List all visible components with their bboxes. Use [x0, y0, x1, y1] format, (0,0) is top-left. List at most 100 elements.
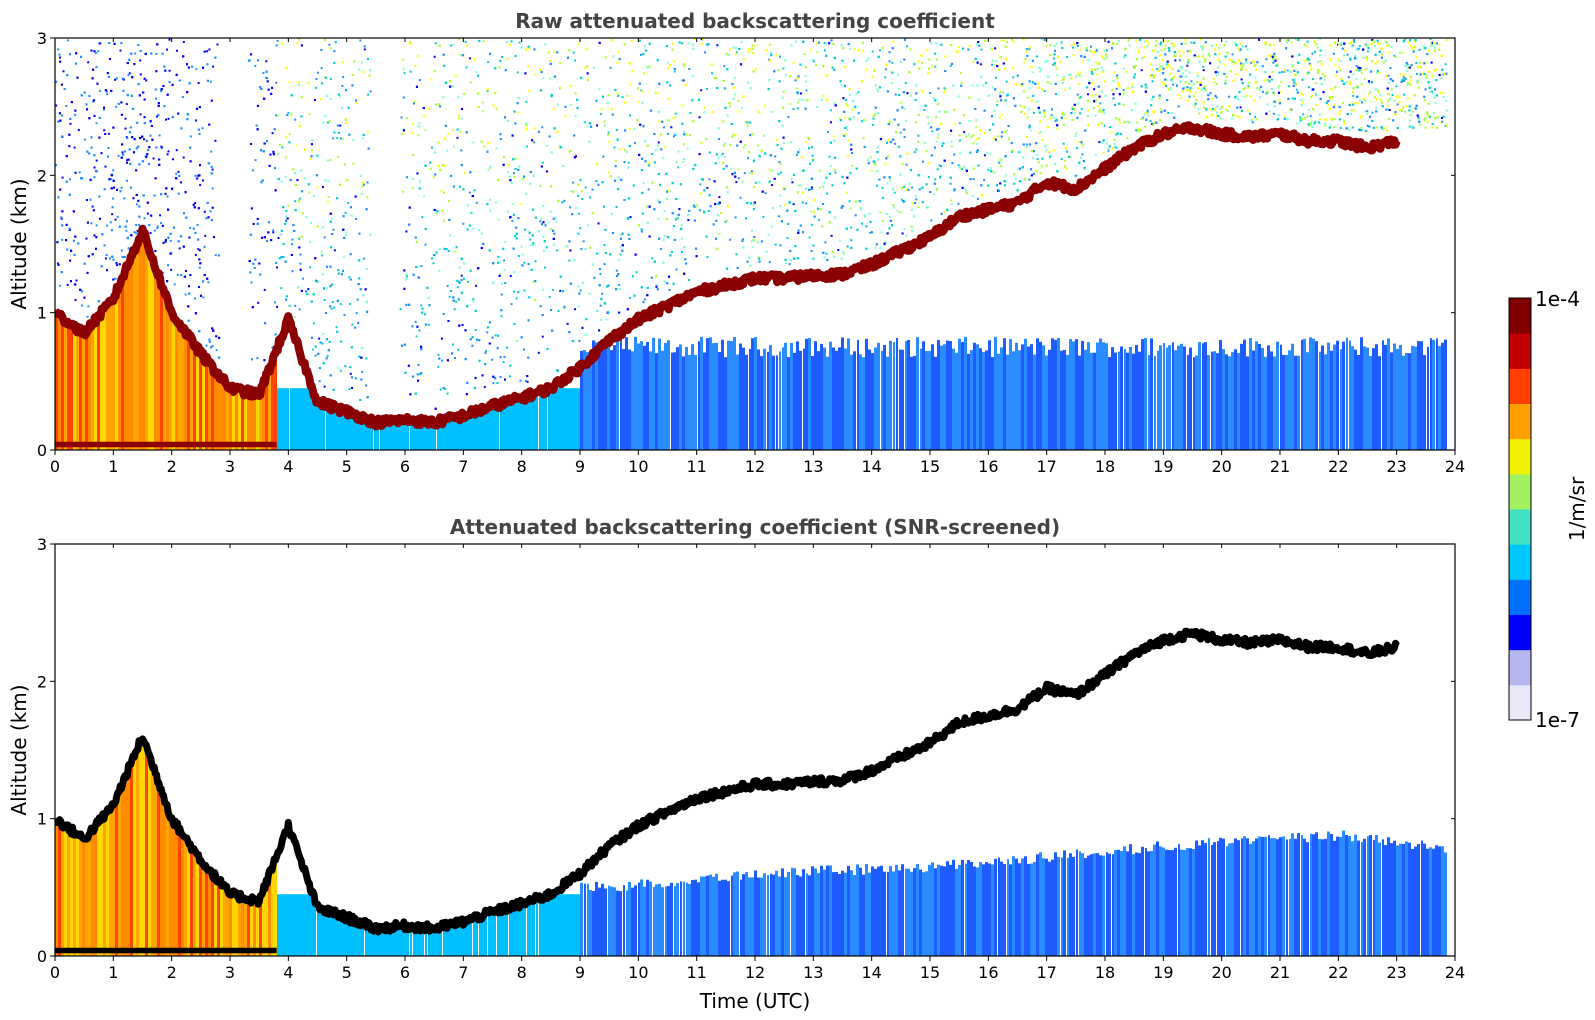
raw-noise-pixel [254, 159, 257, 162]
raw-noise-pixel [271, 132, 274, 135]
raw-aerosol-column [745, 354, 748, 450]
raw-noise-pixel [61, 238, 64, 241]
raw-noise-pixel [1020, 84, 1023, 87]
raw-mixing-column [382, 421, 385, 450]
raw-noise-pixel [1245, 94, 1248, 97]
raw-noise-pixel [116, 215, 119, 218]
raw-noise-pixel [830, 234, 833, 237]
raw-mixing-column [400, 420, 403, 450]
raw-gap [1165, 38, 1166, 450]
raw-noise-pixel [803, 53, 806, 56]
raw-mixing-column [313, 389, 316, 450]
raw-aerosol-column [793, 352, 796, 450]
raw-aerosol-column [1141, 339, 1144, 450]
raw-aerosol-column [1066, 354, 1069, 450]
raw-mixing-column [529, 395, 532, 450]
raw-noise-pixel [78, 171, 81, 174]
raw-noise-pixel [84, 138, 87, 141]
raw-noise-pixel [666, 61, 669, 64]
raw-mixing-column [412, 420, 415, 450]
raw-aerosol-column [1363, 346, 1366, 450]
raw-noise-pixel [1173, 45, 1176, 48]
raw-aerosol-column [772, 355, 775, 450]
raw-noise-pixel [1137, 49, 1140, 52]
raw-mixing-column [343, 410, 346, 450]
raw-noise-pixel [977, 150, 980, 153]
raw-noise-pixel [169, 239, 172, 242]
raw-noise-pixel [1081, 153, 1084, 156]
raw-noise-pixel [734, 216, 737, 219]
raw-noise-pixel [1431, 126, 1434, 129]
raw-noise-pixel [646, 205, 649, 208]
raw-aerosol-column [967, 353, 970, 450]
raw-noise-pixel [936, 136, 939, 139]
raw-noise-pixel [472, 298, 475, 301]
raw-noise-pixel [827, 130, 830, 133]
raw-noise-pixel [1352, 109, 1355, 112]
raw-noise-pixel [1314, 50, 1317, 53]
raw-noise-pixel [295, 144, 298, 147]
raw-mixing-column [475, 411, 478, 450]
raw-noise-pixel [603, 120, 606, 123]
raw-noise-pixel [417, 276, 420, 279]
raw-noise-pixel [943, 210, 946, 213]
raw-noise-pixel [108, 57, 111, 60]
raw-noise-pixel [432, 262, 435, 265]
raw-noise-pixel [276, 266, 279, 269]
raw-noise-pixel [1359, 116, 1362, 119]
raw-aerosol-column [1330, 350, 1333, 450]
raw-mixing-column [349, 412, 352, 450]
panel-raw-title: Raw attenuated backscattering coefficien… [515, 9, 995, 33]
raw-aerosol-column [1351, 346, 1354, 450]
raw-noise-pixel [1174, 59, 1177, 62]
raw-noise-pixel [1147, 114, 1150, 117]
raw-noise-pixel [1000, 39, 1003, 42]
raw-noise-pixel [61, 176, 64, 179]
raw-aerosol-column [787, 357, 790, 450]
raw-noise-pixel [1313, 122, 1316, 125]
raw-gap [436, 38, 437, 450]
raw-noise-pixel [1434, 102, 1437, 105]
raw-aerosol-column [1045, 355, 1048, 450]
raw-noise-pixel [1429, 116, 1432, 119]
raw-mixing-column [448, 419, 451, 450]
raw-noise-pixel [805, 89, 808, 92]
raw-noise-pixel [988, 152, 991, 155]
raw-mixing-column [331, 406, 334, 450]
raw-noise-pixel [1098, 141, 1101, 144]
raw-noise-pixel [117, 154, 120, 157]
raw-mixing-column [439, 421, 442, 450]
raw-noise-pixel [86, 315, 89, 318]
raw-aerosol-column [1342, 341, 1345, 450]
raw-noise-pixel [1329, 123, 1332, 126]
raw-noise-pixel [291, 243, 294, 246]
raw-noise-pixel [556, 368, 559, 371]
raw-noise-pixel [1351, 126, 1354, 129]
raw-residual-column [91, 325, 94, 450]
raw-noise-pixel [949, 64, 952, 67]
raw-noise-pixel [604, 303, 607, 306]
raw-noise-pixel [1238, 49, 1241, 52]
raw-noise-pixel [934, 178, 937, 181]
raw-noise-pixel [680, 224, 683, 227]
raw-noise-pixel [301, 212, 304, 215]
raw-noise-pixel [405, 176, 408, 179]
raw-aerosol-column [622, 348, 625, 450]
raw-gap [898, 38, 899, 450]
raw-mixing-column [364, 418, 367, 450]
raw-noise-pixel [178, 247, 181, 250]
raw-aerosol-column [877, 342, 880, 450]
raw-noise-pixel [933, 193, 936, 196]
raw-noise-pixel [1086, 93, 1089, 96]
raw-noise-pixel [1060, 158, 1063, 161]
raw-noise-pixel [799, 92, 802, 95]
raw-noise-pixel [1103, 49, 1106, 52]
raw-noise-pixel [884, 68, 887, 71]
raw-residual-column [271, 364, 274, 450]
raw-noise-pixel [1337, 58, 1340, 61]
raw-noise-pixel [112, 197, 115, 200]
raw-noise-pixel [577, 195, 580, 198]
raw-noise-pixel [1202, 69, 1205, 72]
raw-mixing-column [469, 413, 472, 450]
raw-noise-pixel [810, 48, 813, 51]
